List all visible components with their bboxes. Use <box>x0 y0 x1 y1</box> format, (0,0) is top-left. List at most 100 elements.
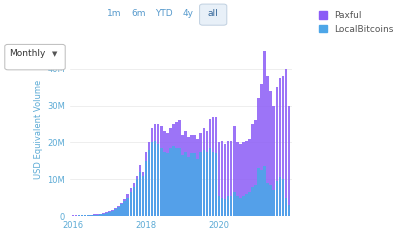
Bar <box>196 139 199 216</box>
Bar <box>87 215 90 216</box>
Bar <box>178 120 181 216</box>
Bar <box>132 186 135 216</box>
Bar <box>251 186 254 216</box>
Bar <box>108 212 111 216</box>
Bar <box>84 215 86 216</box>
Bar <box>239 198 242 216</box>
Bar <box>245 141 248 216</box>
Bar <box>90 215 92 216</box>
Bar <box>124 199 126 216</box>
Text: Monthly: Monthly <box>9 49 45 59</box>
Bar <box>166 154 169 216</box>
Bar <box>285 69 287 216</box>
Bar <box>202 150 205 216</box>
Bar <box>151 143 154 216</box>
Bar <box>221 198 223 216</box>
Bar <box>193 154 196 216</box>
Text: 6m: 6m <box>132 9 146 18</box>
Bar <box>248 139 251 216</box>
Bar <box>102 213 105 216</box>
Bar <box>117 206 120 216</box>
Bar <box>75 215 77 216</box>
Bar <box>242 196 245 216</box>
Bar <box>288 205 290 216</box>
Bar <box>206 132 208 216</box>
Bar <box>272 190 275 216</box>
Bar <box>157 124 160 216</box>
Bar <box>276 87 278 216</box>
Bar <box>248 192 251 216</box>
Bar <box>157 144 160 216</box>
Bar <box>230 141 232 216</box>
Bar <box>96 214 99 216</box>
Bar <box>272 106 275 216</box>
Bar <box>215 154 217 216</box>
Bar <box>105 212 108 216</box>
Bar <box>184 152 187 216</box>
Bar <box>139 172 141 216</box>
Bar <box>257 98 260 216</box>
Bar <box>130 192 132 216</box>
Bar <box>175 122 178 216</box>
Bar <box>224 199 226 216</box>
Bar <box>236 196 238 216</box>
Y-axis label: USD Equivalent Volume: USD Equivalent Volume <box>34 80 43 179</box>
Bar <box>263 51 266 216</box>
Bar <box>160 126 162 216</box>
Bar <box>187 157 190 216</box>
Bar <box>139 165 141 216</box>
Bar <box>202 128 205 216</box>
Bar <box>251 124 254 216</box>
Bar <box>148 150 150 216</box>
Bar <box>224 144 226 216</box>
Bar <box>212 152 214 216</box>
Bar <box>263 166 266 216</box>
Bar <box>233 126 236 216</box>
Bar <box>239 144 242 216</box>
Bar <box>114 209 117 216</box>
Bar <box>126 198 129 216</box>
Bar <box>227 141 230 216</box>
Bar <box>126 194 129 216</box>
Bar <box>200 152 202 216</box>
Bar <box>221 141 223 216</box>
Bar <box>245 194 248 216</box>
Bar <box>285 198 287 216</box>
Bar <box>190 154 193 216</box>
Bar <box>160 148 162 216</box>
Bar <box>87 215 90 216</box>
Bar <box>99 214 102 216</box>
Bar <box>78 215 80 216</box>
Bar <box>169 128 172 216</box>
Bar <box>105 213 108 216</box>
Bar <box>154 141 156 216</box>
Bar <box>151 128 154 216</box>
Text: 4y: 4y <box>183 9 194 18</box>
Bar <box>181 135 184 216</box>
Bar <box>132 183 135 216</box>
Bar <box>148 143 150 216</box>
Bar <box>93 215 96 216</box>
Bar <box>178 148 181 216</box>
Bar <box>120 203 123 216</box>
Bar <box>266 183 269 216</box>
Bar <box>99 214 102 216</box>
Bar <box>184 132 187 216</box>
Bar <box>145 152 147 216</box>
Bar <box>227 196 230 216</box>
Bar <box>154 124 156 216</box>
Bar <box>190 135 193 216</box>
Bar <box>200 133 202 216</box>
Bar <box>208 119 211 216</box>
Bar <box>254 185 257 216</box>
Bar <box>187 137 190 216</box>
Bar <box>111 210 114 216</box>
Text: all: all <box>208 9 218 18</box>
Bar <box>181 155 184 216</box>
Bar <box>166 133 169 216</box>
Bar <box>90 215 92 216</box>
Bar <box>242 143 245 216</box>
Bar <box>172 146 175 216</box>
Bar <box>260 84 263 216</box>
Bar <box>117 207 120 216</box>
